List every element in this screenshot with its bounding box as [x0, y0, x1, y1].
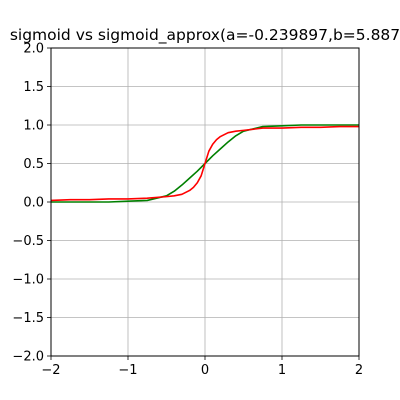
x-tick-label: 0: [201, 363, 209, 378]
y-axis: −2.0 −1.5 −1.0 −0.5 0.0 0.5 1.0 1.5 2.0: [12, 42, 51, 365]
plot-lines: [50, 124, 359, 203]
x-tick-label: 2: [355, 363, 363, 378]
series-line-2: [50, 125, 359, 202]
y-tick-label: 1.5: [23, 80, 44, 95]
x-tick-label: 1: [278, 363, 286, 378]
y-tick-label: 0.5: [23, 157, 44, 172]
y-tick-label: 2.0: [23, 42, 44, 57]
y-tick-label: −1.0: [12, 273, 44, 288]
x-tick-label: −1: [118, 363, 137, 378]
x-axis: −2 −1 0 1 2: [41, 356, 363, 378]
y-tick-label: −1.5: [12, 311, 44, 326]
y-tick-label: −0.5: [12, 234, 44, 249]
y-tick-label: −2.0: [12, 350, 44, 365]
chart-title: sigmoid vs sigmoid_approx(a=-0.239897,b=…: [10, 26, 400, 45]
x-tick-label: −2: [41, 363, 60, 378]
y-tick-label: 0.0: [23, 196, 44, 211]
y-tick-label: 1.0: [23, 119, 44, 134]
